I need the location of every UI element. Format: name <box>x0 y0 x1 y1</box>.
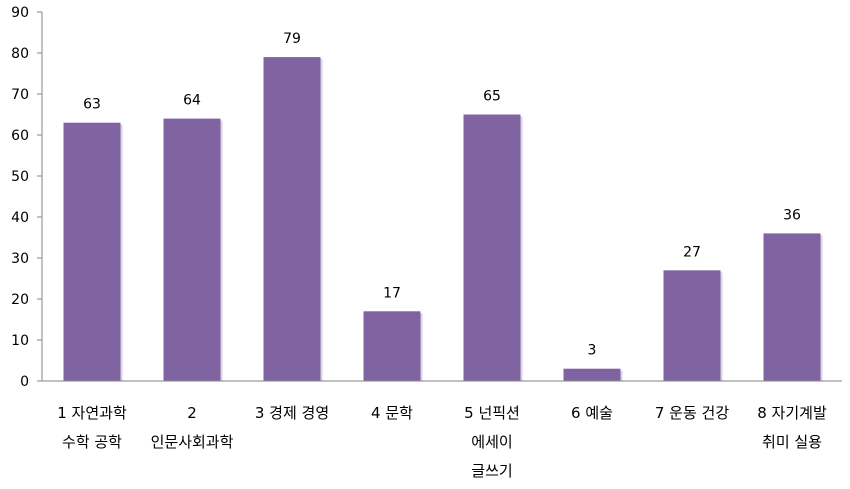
bars <box>63 57 823 381</box>
category-label: 에세이 <box>471 433 512 451</box>
bar <box>463 114 521 381</box>
y-tick-label: 50 <box>11 169 29 185</box>
bar-value-label: 36 <box>783 207 801 223</box>
bar-value-label: 65 <box>483 89 501 105</box>
bar-value-label: 63 <box>83 97 101 113</box>
bar-value-label: 64 <box>183 93 201 109</box>
category-label: 취미 실용 <box>762 433 822 451</box>
bar <box>663 270 721 381</box>
y-tick-label: 0 <box>20 374 29 390</box>
category-label: 인문사회과학 <box>151 433 234 451</box>
bar <box>63 122 121 381</box>
y-tick-label: 60 <box>11 128 29 144</box>
category-label: 1 자연과학 <box>57 404 127 422</box>
data-labels: 63 64 79 17 65 3 27 36 <box>83 31 801 359</box>
category-label: 글쓰기 <box>471 462 512 480</box>
bar-value-label: 27 <box>683 244 701 260</box>
category-label: 6 예술 <box>571 404 613 422</box>
y-tick-label: 70 <box>11 87 29 103</box>
bar <box>763 233 821 381</box>
category-label: 수학 공학 <box>62 433 122 451</box>
bar <box>563 368 621 381</box>
y-tick-label: 30 <box>11 251 29 267</box>
category-label: 2 <box>187 404 197 422</box>
category-label: 8 자기계발 <box>757 404 827 422</box>
bar <box>363 311 421 381</box>
bar-value-label: 3 <box>588 343 597 359</box>
bar <box>163 118 221 381</box>
category-label: 5 넌픽션 <box>464 404 520 422</box>
bar <box>263 57 321 381</box>
bar-value-label: 17 <box>383 285 401 301</box>
category-label: 7 운동 건강 <box>655 404 729 422</box>
y-tick-label: 80 <box>11 46 29 62</box>
category-label: 3 경제 경영 <box>255 404 329 422</box>
bar-value-label: 79 <box>283 31 301 47</box>
category-label: 4 문학 <box>371 404 413 422</box>
y-tick-label: 90 <box>11 5 29 21</box>
y-tick-label: 10 <box>11 333 29 349</box>
y-tick-label: 20 <box>11 292 29 308</box>
y-axis: 0 10 20 30 40 50 60 70 80 90 <box>11 5 43 390</box>
y-tick-label: 40 <box>11 210 29 226</box>
